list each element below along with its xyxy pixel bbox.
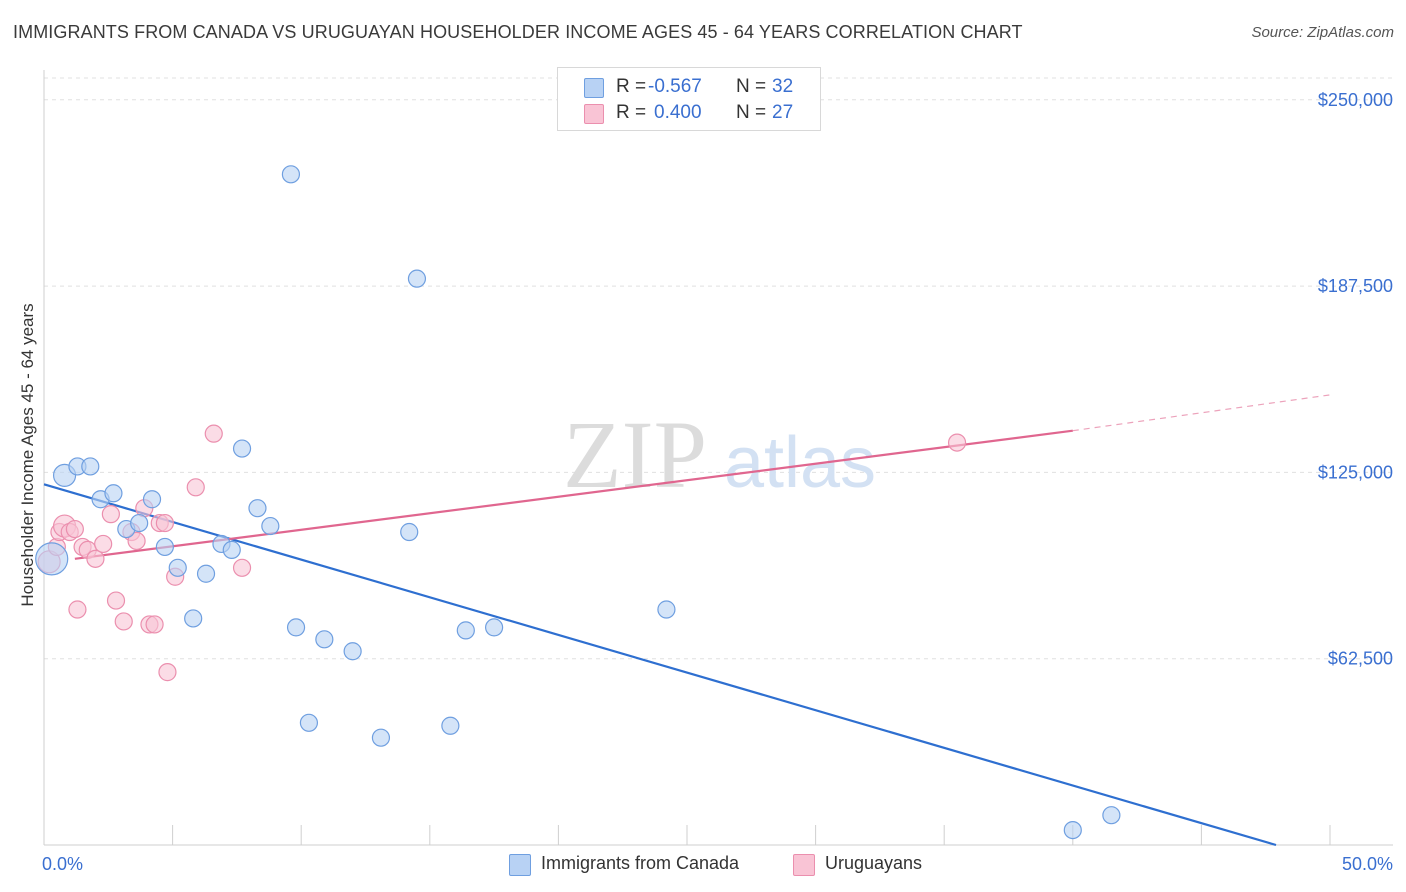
y-tick-label: $125,000 [1318,462,1393,482]
chart-title: IMMIGRANTS FROM CANADA VS URUGUAYAN HOUS… [13,22,1023,42]
point-uruguayans [947,433,967,452]
point-canada [130,513,149,533]
stats-n-value: 32 [772,76,794,97]
point-uruguayans [232,558,252,577]
point-canada [456,621,475,640]
y-tick-label: $62,500 [1328,649,1393,669]
stats-r-value: -0.567 [648,76,702,97]
data-points [35,165,1121,840]
point-uruguayans [101,505,120,524]
point-canada [104,484,123,503]
y-tick-label: $187,500 [1318,276,1393,296]
point-uruguayans [158,663,177,682]
point-uruguayans [204,424,223,443]
point-canada [657,600,676,619]
watermark-atlas: atlas [724,423,876,503]
point-uruguayans [186,478,205,497]
point-canada [315,630,334,649]
stats-r-label: R = [616,76,647,97]
trend-line-uruguayans [74,429,1073,560]
axes [43,70,1393,846]
trend-extension-uruguayans [1072,394,1331,432]
point-canada [222,540,241,560]
x-tick-label: 0.0% [42,854,83,874]
stats-n-label: N = [736,102,767,123]
legend-label: Uruguayans [825,853,923,873]
point-canada [184,609,203,628]
point-canada [441,716,460,735]
point-canada [261,516,280,536]
x-tick-label: 50.0% [1342,854,1393,874]
point-uruguayans [68,600,87,619]
point-canada [400,522,419,542]
point-canada [286,618,306,637]
point-canada [155,537,174,557]
point-uruguayans [127,531,146,551]
source-label: Source: ZipAtlas.com [1251,24,1394,41]
point-canada [1063,820,1082,840]
tick-labels: $62,500 $125,000 $187,500 $250,000 0.0% 50.0% [42,90,1393,874]
point-canada [142,490,162,509]
point-canada [35,542,69,576]
point-uruguayans [94,534,113,554]
point-uruguayans [65,519,84,539]
point-uruguayans [86,549,105,568]
point-canada [485,618,504,637]
point-canada [281,165,301,184]
point-uruguayans [114,612,133,631]
stats-n-label: N = [736,76,767,97]
stats-r-label: R = [616,102,647,123]
watermark: ZIP atlas [563,401,876,508]
legend-label: Immigrants from Canada [541,853,740,873]
point-canada [1102,806,1121,825]
point-canada [196,564,216,583]
point-canada [299,713,319,732]
point-canada [248,499,267,518]
point-canada [168,558,187,577]
legend-swatch-blue [509,854,531,876]
point-canada [407,269,427,288]
point-canada [81,457,100,476]
point-uruguayans [145,615,164,634]
stats-r-value: 0.400 [654,102,702,123]
point-canada [371,728,391,747]
stats-n-value: 27 [772,102,794,123]
point-uruguayans [155,513,174,533]
trend-line-canada [43,483,1277,847]
y-tick-label: $250,000 [1318,90,1393,110]
point-canada [232,439,252,458]
point-uruguayans [106,591,126,610]
stats-swatch-pink [584,104,604,124]
stats-box: R = -0.567 N = 32 R = 0.400 N = 27 [557,67,821,131]
point-canada [343,642,362,661]
watermark-zip: ZIP [563,401,707,508]
legend-swatch-pink [793,854,815,876]
stats-swatch-blue [584,78,604,98]
trend-lines [43,394,1331,847]
